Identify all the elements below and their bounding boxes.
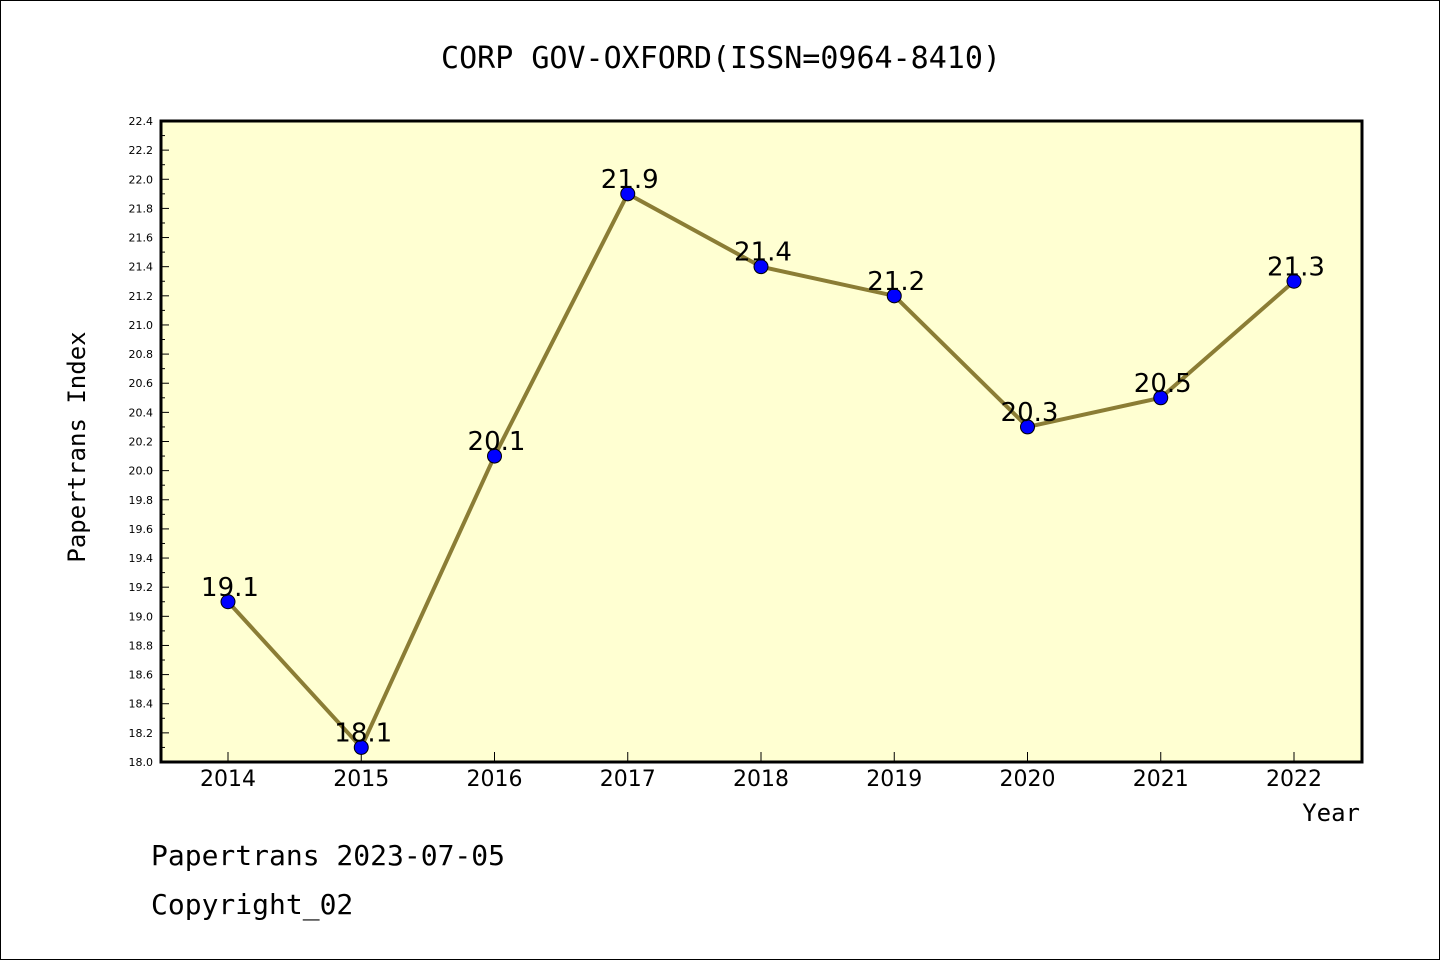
data-label: 21.9 (601, 165, 659, 195)
plot-area (159, 119, 1364, 764)
y-tick-label: 22.2 (129, 144, 154, 157)
y-tick-label: 21.4 (129, 261, 154, 274)
x-tick-label: 2022 (1266, 767, 1322, 792)
x-tick-label: 2018 (733, 767, 789, 792)
y-tick-label: 20.0 (129, 465, 154, 478)
y-tick-label: 19.4 (129, 552, 154, 565)
data-label: 21.2 (867, 267, 925, 297)
x-tick-label: 2020 (1000, 767, 1056, 792)
data-point (220, 594, 236, 610)
y-tick-label: 20.8 (129, 348, 154, 361)
y-tick-label: 20.2 (129, 436, 154, 449)
x-axis-ticks: 2014 2015 2016 2017 2018 2019 2020 2021 2022 (200, 752, 1322, 792)
data-label: 21.3 (1267, 252, 1325, 282)
footer-date: Papertrans 2023-07-05 (151, 839, 505, 872)
y-tick-label: 22.4 (129, 115, 154, 128)
y-tick-label: 18.0 (129, 756, 154, 769)
data-point (353, 739, 369, 755)
y-tick-label: 21.6 (129, 232, 154, 245)
data-label: 19.1 (201, 573, 259, 603)
x-tick-label: 2014 (200, 767, 256, 792)
data-point (1153, 390, 1169, 406)
y-tick-label: 19.8 (129, 494, 154, 507)
data-point (1286, 273, 1302, 289)
series-group: 19.1 18.1 20.1 21.9 21.4 21.2 20.3 20.5 21.3 (201, 165, 1325, 755)
y-tick-label: 20.4 (129, 406, 154, 419)
y-tick-label: 18.8 (129, 639, 154, 652)
x-axis-label: Year (1302, 799, 1360, 827)
y-tick-label: 18.4 (129, 698, 154, 711)
footer-copyright: Copyright_02 (151, 888, 353, 922)
x-tick-label: 2021 (1133, 767, 1189, 792)
data-point (753, 259, 769, 275)
data-point (886, 288, 902, 304)
y-tick-label: 19.2 (129, 581, 154, 594)
y-tick-label: 18.6 (129, 669, 154, 682)
data-label: 21.4 (734, 238, 792, 268)
x-tick-label: 2019 (866, 767, 922, 792)
y-axis-ticks: 18.0 18.2 18.4 18.6 18.8 19.0 19.2 19.4 19.6 19.8… (129, 115, 169, 769)
data-label: 20.3 (1001, 398, 1059, 428)
x-tick-label: 2017 (600, 767, 656, 792)
y-tick-label: 19.0 (129, 610, 154, 623)
data-point (620, 186, 636, 202)
y-tick-label: 18.2 (129, 727, 154, 740)
x-tick-label: 2015 (333, 767, 389, 792)
data-point (487, 448, 502, 464)
data-label: 20.1 (468, 427, 526, 457)
data-label: 18.1 (334, 718, 392, 748)
y-axis-label: Papertrans Index (63, 331, 91, 562)
y-tick-label: 22.0 (129, 173, 154, 186)
x-tick-label: 2016 (467, 767, 523, 792)
y-tick-label: 21.0 (129, 319, 154, 332)
y-tick-label: 21.2 (129, 290, 154, 303)
y-tick-label: 19.6 (129, 523, 154, 536)
y-tick-label: 21.8 (129, 202, 154, 215)
data-point (1020, 419, 1035, 435)
y-tick-label: 20.6 (129, 377, 154, 390)
data-label: 20.5 (1134, 369, 1192, 399)
chart-title: CORP GOV-OXFORD(ISSN=0964-8410) (441, 41, 1001, 76)
